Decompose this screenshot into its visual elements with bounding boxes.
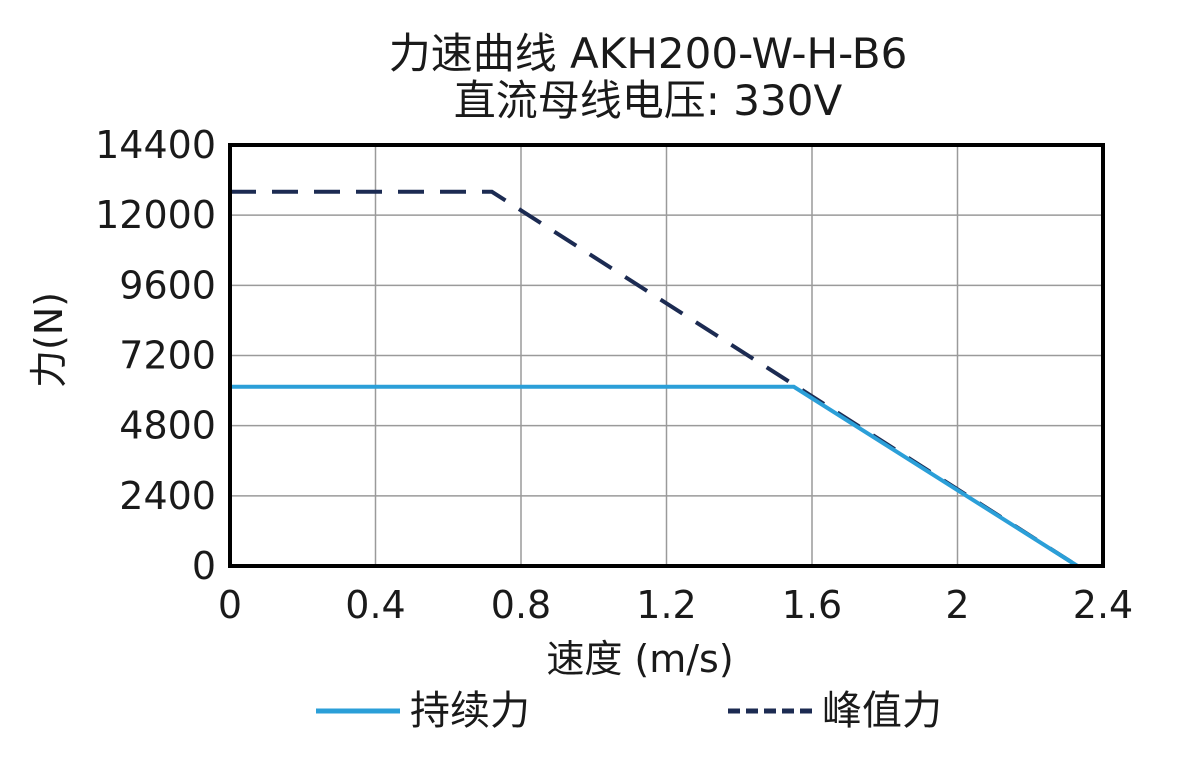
x-tick-label: 2.4 xyxy=(1073,583,1133,627)
x-tick-label: 1.2 xyxy=(636,583,696,627)
grid xyxy=(229,144,1104,567)
x-tick-label: 1.6 xyxy=(782,583,842,627)
x-tick-label: 2 xyxy=(945,583,969,627)
y-tick-label: 12000 xyxy=(95,193,216,237)
x-axis-label: 速度 (m/s) xyxy=(546,637,733,681)
series-line-peak-force xyxy=(230,189,1079,568)
chart-title: 力速曲线 AKH200-W-H-B6 xyxy=(389,29,908,78)
plot-frame xyxy=(228,143,1105,568)
series-line-continuous-force xyxy=(230,384,1079,568)
series-group xyxy=(230,189,1079,568)
legend: 持续力 峰值力 xyxy=(316,688,942,734)
y-tick-label: 14400 xyxy=(95,123,216,167)
legend-label-continuous: 持续力 xyxy=(410,688,530,734)
y-axis-label: 力(N) xyxy=(27,292,71,388)
x-tick-labels: 0 0.4 0.8 1.2 1.6 2 2.4 xyxy=(218,583,1133,627)
y-tick-label: 4800 xyxy=(119,404,216,448)
y-tick-label: 0 xyxy=(192,544,216,588)
x-tick-label: 0 xyxy=(218,583,242,627)
chart-subtitle: 直流母线电压: 330V xyxy=(454,76,843,125)
y-tick-label: 9600 xyxy=(119,263,216,307)
y-tick-label: 7200 xyxy=(119,334,216,378)
x-tick-label: 0.8 xyxy=(491,583,551,627)
y-tick-labels: 0 2400 4800 7200 9600 12000 14400 xyxy=(95,123,216,588)
legend-label-peak: 峰值力 xyxy=(822,688,942,734)
x-tick-label: 0.4 xyxy=(345,583,405,627)
y-tick-label: 2400 xyxy=(119,474,216,518)
